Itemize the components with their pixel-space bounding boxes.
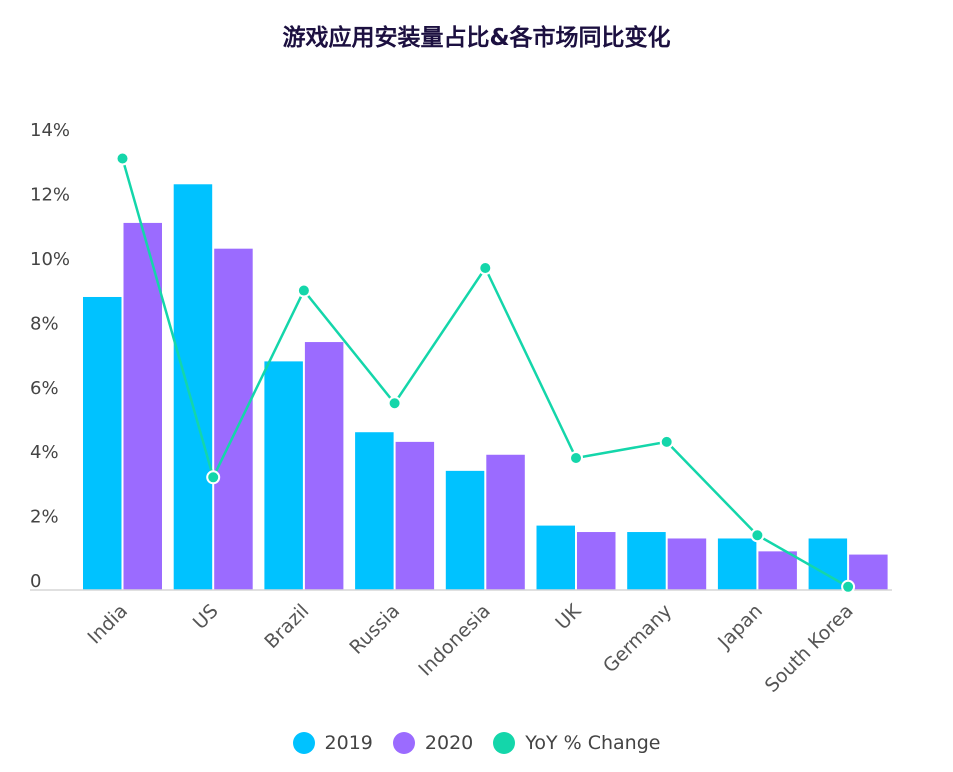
- y-tick-label: 10%: [30, 249, 70, 270]
- y-tick-label: 4%: [30, 442, 59, 463]
- bar-2020-india: [123, 222, 162, 591]
- yoy-point-indonesia: [478, 261, 493, 275]
- bar-2019-indonesia: [445, 470, 485, 590]
- yoy-point-india: [115, 151, 130, 166]
- yoy-point-russia: [387, 396, 402, 411]
- bar-2020-brazil: [304, 342, 344, 590]
- yoy-point-japan: [750, 528, 765, 543]
- x-category-label: Indonesia: [414, 600, 495, 681]
- bar-2020-russia: [395, 441, 435, 590]
- bar-2019-uk: [536, 525, 575, 590]
- legend: 2019 2020 YoY % Change: [0, 732, 953, 754]
- bar-2020-uk: [577, 532, 616, 590]
- y-tick-label: 0: [30, 571, 41, 592]
- x-category-label: Russia: [345, 600, 404, 659]
- x-category-label: UK: [551, 600, 586, 635]
- y-tick-label: 2%: [30, 507, 59, 528]
- bar-series-group: [83, 184, 888, 591]
- legend-label: YoY % Change: [525, 732, 661, 754]
- y-tick-label: 6%: [30, 378, 59, 399]
- x-category-label: Japan: [713, 600, 767, 654]
- legend-dot-icon: [493, 732, 516, 754]
- legend-item[interactable]: 2019: [292, 732, 373, 754]
- bar-2020-south-korea: [849, 554, 888, 590]
- x-category-label: US: [189, 600, 223, 634]
- bar-2019-india: [83, 296, 122, 590]
- bar-2019-us: [173, 184, 213, 590]
- bar-2020-japan: [758, 551, 797, 590]
- chart-title: 游戏应用安装量占比&各市场同比变化: [282, 25, 671, 51]
- legend-item[interactable]: YoY % Change: [493, 732, 660, 754]
- bar-2019-japan: [717, 538, 757, 590]
- bar-2019-germany: [627, 532, 666, 590]
- yoy-point-us: [206, 470, 221, 485]
- bar-2020-indonesia: [486, 454, 525, 590]
- legend-dot-icon: [392, 732, 415, 754]
- yoy-line-group: [115, 151, 856, 594]
- y-tick-label: 14%: [30, 120, 70, 141]
- legend-label: 2019: [324, 732, 373, 754]
- bar-2020-germany: [667, 538, 707, 590]
- x-category-label: Germany: [599, 600, 676, 677]
- x-category-label: Brazil: [260, 600, 313, 653]
- x-axis: India US Brazil Russia Indonesia UK Germany Jap…: [83, 600, 857, 697]
- y-tick-label: 12%: [30, 185, 70, 206]
- bar-2020-us: [214, 248, 253, 590]
- yoy-point-uk: [569, 450, 583, 465]
- bar-2019-russia: [355, 432, 394, 590]
- x-category-label: India: [83, 600, 132, 649]
- yoy-point-brazil: [296, 283, 311, 298]
- x-category-label: South Korea: [761, 600, 858, 697]
- legend-label: 2020: [424, 732, 474, 754]
- legend-dot-icon: [292, 732, 315, 754]
- yoy-point-south-korea: [841, 579, 856, 594]
- y-tick-label: 8%: [30, 313, 59, 334]
- yoy-point-germany: [659, 434, 674, 449]
- legend-item[interactable]: 2020: [392, 732, 474, 754]
- y-axis: 0 2% 4% 6% 8% 10% 12% 14%: [30, 120, 70, 592]
- bar-2019-brazil: [264, 361, 303, 590]
